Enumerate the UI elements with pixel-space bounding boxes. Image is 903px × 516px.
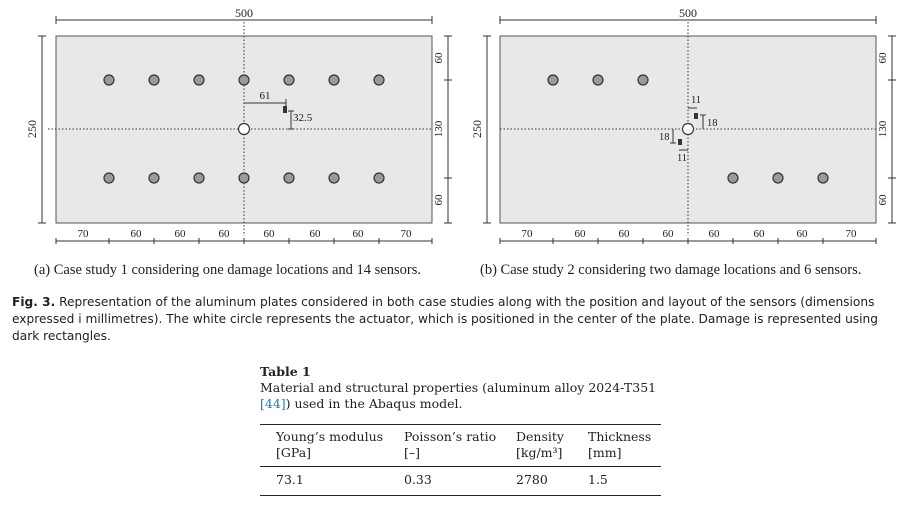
sensor [193, 172, 205, 184]
panel-b-bottom-label: 60 [663, 228, 675, 240]
table-title: Table 1 [260, 364, 311, 379]
table-row: 73.1 0.33 2780 1.5 [260, 467, 661, 496]
panel-b-bottom-label: 70 [846, 228, 858, 240]
cell-poissons-ratio: 0.33 [404, 472, 432, 487]
panel-a-height-label: 250 [25, 120, 39, 138]
panel-b-bottom-label: 70 [522, 228, 534, 240]
panel-a-actuator [237, 122, 251, 136]
sensor [772, 172, 784, 184]
panel-b-bottom-label: 60 [754, 228, 766, 240]
panel-a-sensors [103, 74, 385, 184]
panel-b-right-label-3: 60 [877, 194, 889, 206]
figure-caption-text: Representation of the aluminum plates co… [12, 295, 878, 343]
panel-a-caption: (a) Case study 1 considering one damage … [34, 262, 421, 278]
cell-density: 2780 [516, 472, 548, 487]
sensor [103, 172, 115, 184]
panel-b-caption: (b) Case study 2 considering two damage … [480, 262, 862, 278]
panel-a-bottom-label: 60 [353, 228, 365, 240]
panel-a-damage-x-label: 61 [260, 90, 271, 102]
panel-a-bottom-label: 60 [310, 228, 322, 240]
sensor [328, 172, 340, 184]
header-density: Density [kg/m³] [516, 429, 564, 460]
panel-a-damage [283, 106, 287, 113]
panel-b-bottom-label: 60 [797, 228, 809, 240]
panel-a-bottom-label: 70 [401, 228, 413, 240]
sensor [637, 74, 649, 86]
panel-a-width-label: 500 [235, 6, 253, 20]
sensor [592, 74, 604, 86]
panel-b-damage-2 [678, 139, 682, 145]
panel-a-bottom-label: 70 [78, 228, 90, 240]
cell-thickness: 1.5 [588, 472, 608, 487]
header-poissons-ratio: Poisson’s ratio [–] [404, 429, 497, 460]
sensor [817, 172, 829, 184]
panel-a: 500 250 [25, 6, 452, 244]
panel-b-right-label-1: 60 [877, 52, 889, 64]
sensor [103, 74, 115, 86]
panel-b-height-label: 250 [470, 120, 484, 138]
panel-a-bottom-label: 60 [131, 228, 143, 240]
sensor [148, 74, 160, 86]
panel-a-right-label-2: 130 [433, 120, 445, 137]
table-description-text: Material and structural properties (alum… [260, 380, 657, 395]
table-header-row: Young’s modulus [GPa] Poisson’s ratio [–] … [260, 425, 661, 467]
header-youngs-modulus: Young’s modulus [GPa] [276, 429, 384, 460]
sensor [373, 172, 385, 184]
panel-b-bottom-label: 60 [575, 228, 587, 240]
table-description-end: ) used in the Abaqus model. [285, 396, 463, 411]
cell-youngs-modulus: 73.1 [276, 472, 304, 487]
panel-b-bottom-label: 60 [709, 228, 721, 240]
panel-b-damage-1-y-label: 18 [707, 118, 718, 129]
figure-caption-label: Fig. 3. [12, 295, 56, 309]
table-description: Material and structural properties (alum… [260, 380, 665, 412]
sensor [148, 172, 160, 184]
panel-b-bottom-label: 60 [619, 228, 631, 240]
figure-3-diagram: 500 250 [25, 6, 896, 244]
sensor [238, 74, 250, 86]
panel-a-right-label-1: 60 [433, 52, 445, 64]
panel-b-damage-1-x-label: 11 [691, 95, 701, 106]
sensor [547, 74, 559, 86]
sensor [373, 74, 385, 86]
panel-b: 500 250 11 18 18 11 [470, 6, 896, 244]
panel-b-damage-1 [694, 113, 698, 119]
properties-table: Young’s modulus [GPa] Poisson’s ratio [–] … [260, 424, 661, 496]
panel-a-bottom-label: 60 [219, 228, 231, 240]
citation-link[interactable]: [44] [260, 396, 286, 411]
sensor [328, 74, 340, 86]
panel-b-width-label: 500 [679, 6, 697, 20]
panel-a-bottom-label: 60 [264, 228, 276, 240]
panel-a-damage-y-label: 32.5 [293, 112, 313, 124]
sensor [283, 172, 295, 184]
panel-b-damage-2-y-label: 18 [659, 132, 670, 143]
sensor [193, 74, 205, 86]
figure-caption: Fig. 3. Representation of the aluminum p… [12, 294, 902, 345]
sensor [283, 74, 295, 86]
table-1: Table 1 Material and structural properti… [260, 364, 680, 496]
header-thickness: Thickness [mm] [588, 429, 652, 460]
panel-b-actuator [681, 122, 695, 136]
panel-a-bottom-label: 60 [175, 228, 187, 240]
sensor [727, 172, 739, 184]
panel-b-right-label-2: 130 [877, 120, 889, 137]
panel-b-sensors [547, 74, 829, 184]
panel-a-right-label-3: 60 [433, 194, 445, 206]
sensor [238, 172, 250, 184]
panel-b-damage-2-x-label: 11 [677, 153, 687, 164]
